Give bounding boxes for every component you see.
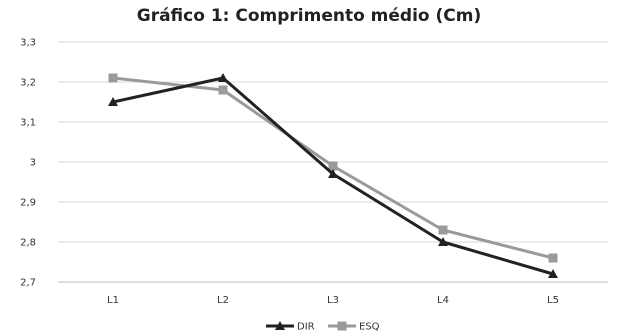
data-point-dir — [548, 269, 558, 278]
data-point-dir — [218, 73, 228, 82]
x-tick-label: L3 — [327, 295, 339, 306]
legend-label-esq: ESQ — [359, 322, 380, 333]
x-tick-label: L5 — [547, 295, 559, 306]
x-tick-label: L1 — [107, 295, 119, 306]
y-tick-label: 2,8 — [20, 238, 36, 249]
y-tick-label: 3,1 — [20, 118, 36, 129]
data-point-dir — [438, 237, 448, 246]
data-point-esq — [328, 161, 338, 171]
legend-marker-esq — [337, 321, 347, 331]
data-point-esq — [108, 73, 118, 83]
data-point-esq — [438, 225, 448, 235]
data-point-dir — [108, 97, 118, 106]
chart-title: Gráfico 1: Comprimento médio (Cm) — [136, 6, 482, 26]
y-tick-label: 3 — [30, 158, 36, 169]
x-tick-label: L4 — [437, 295, 449, 306]
y-tick-label: 2,7 — [20, 278, 36, 289]
data-point-esq — [548, 253, 558, 263]
x-tick-label: L2 — [217, 295, 229, 306]
data-point-dir — [328, 169, 338, 178]
y-tick-label: 2,9 — [20, 198, 36, 209]
legend-marker-dir — [275, 321, 285, 330]
data-point-esq — [218, 85, 228, 95]
legend-label-dir: DIR — [297, 322, 315, 333]
y-tick-label: 3,3 — [20, 38, 36, 49]
y-tick-label: 3,2 — [20, 78, 36, 89]
